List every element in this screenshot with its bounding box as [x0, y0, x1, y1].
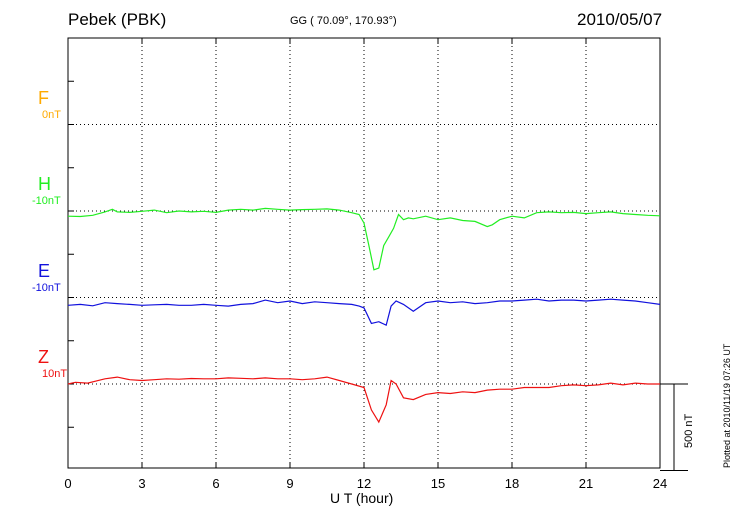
baseline-label-e: -10nT	[32, 281, 61, 294]
component-label-z: Z	[38, 347, 49, 367]
x-tick-label: 24	[653, 476, 667, 491]
baseline-label-z: 10nT	[42, 368, 68, 380]
x-axis-label: U T (hour)	[330, 490, 394, 506]
trace-e	[67, 298, 661, 327]
plotted-timestamp: Plotted at 2010/11/19 07:26 UT	[722, 343, 730, 468]
x-tick-label: 12	[357, 476, 371, 491]
component-label-e: E	[38, 260, 51, 281]
x-tick-label: 21	[579, 476, 593, 491]
scale-bar-label: 500 nT	[683, 413, 695, 448]
grid-lines	[68, 38, 660, 468]
station-title: Pebek (PBK)	[68, 10, 167, 29]
component-label-h: H	[38, 174, 51, 194]
x-tick-label: 18	[505, 476, 519, 491]
component-label-f: F	[38, 87, 49, 108]
x-tick-label: 0	[64, 476, 71, 491]
coordinates-label: GG ( 70.09°, 170.93°)	[290, 15, 397, 27]
scale-bar	[660, 383, 688, 471]
baseline-label-f: 0nT	[42, 108, 61, 121]
x-tick-label: 3	[138, 476, 145, 491]
x-tick-label: 15	[431, 476, 445, 491]
x-tick-label: 9	[286, 476, 293, 491]
baseline-label-h: -10nT	[32, 195, 61, 207]
x-tick-label: 6	[212, 476, 219, 491]
x-axis-ticks: 0 3 6 9 12 15 18 21 24	[64, 38, 667, 491]
trace-z	[67, 376, 660, 424]
trace-h	[67, 207, 661, 271]
traces	[67, 207, 661, 424]
date-label: 2010/05/07	[577, 10, 663, 29]
